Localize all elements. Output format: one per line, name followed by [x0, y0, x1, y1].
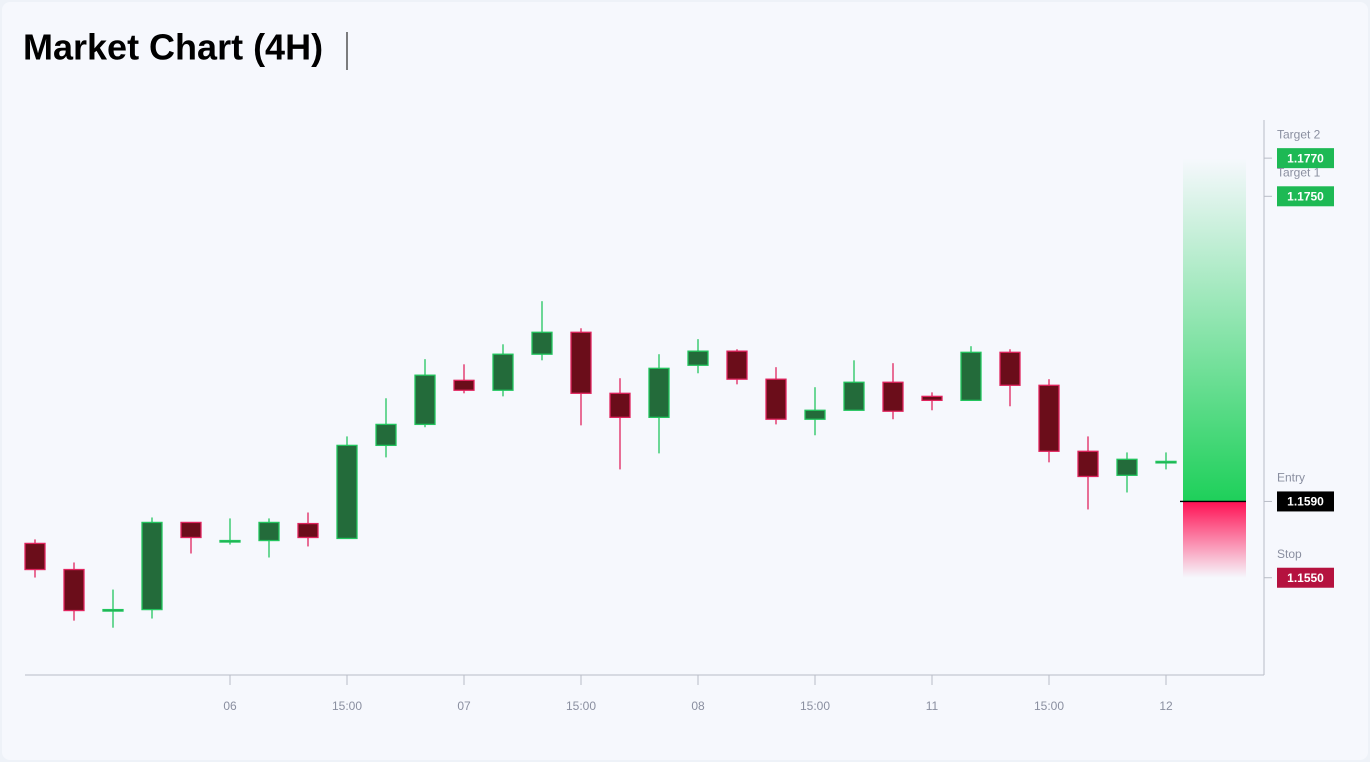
candle-body	[258, 521, 280, 542]
x-tick-label: 15:00	[566, 699, 596, 713]
x-tick-label: 12	[1159, 699, 1173, 713]
x-tick-label: 07	[457, 699, 471, 713]
level-badge	[1277, 567, 1334, 588]
candle-body	[24, 542, 46, 571]
level-value: 1.1550	[1287, 571, 1324, 585]
profit-zone	[1183, 158, 1246, 502]
candle-body	[765, 378, 787, 420]
candle-body	[609, 392, 631, 418]
candle-body	[1155, 460, 1177, 464]
chart-title: Market Chart (4H)	[23, 27, 323, 68]
candle-body	[570, 331, 592, 394]
candle-body	[999, 351, 1021, 386]
candle-body	[336, 444, 358, 540]
candle-body	[960, 351, 982, 402]
level-name: Target 1	[1277, 165, 1321, 179]
x-tick-label: 15:00	[800, 699, 830, 713]
level-name: Target 2	[1277, 127, 1321, 141]
level-badge	[1277, 186, 1334, 207]
candle-body	[414, 374, 436, 426]
candle-body	[492, 353, 514, 391]
x-tick-label: 06	[223, 699, 237, 713]
candle-body	[1077, 450, 1099, 478]
candle-body	[726, 350, 748, 380]
loss-zone	[1183, 501, 1246, 578]
candle-body	[453, 379, 475, 391]
level-value: 1.1770	[1287, 151, 1324, 165]
level-value: 1.1590	[1287, 495, 1324, 509]
candle-body	[921, 395, 943, 402]
x-tick-label: 11	[926, 699, 939, 713]
candle-body	[63, 568, 85, 612]
candle-body	[531, 331, 553, 355]
candle-body	[1038, 384, 1060, 452]
candle-body	[141, 521, 163, 611]
candle-body	[297, 522, 319, 539]
level-name: Entry	[1277, 471, 1305, 485]
x-tick-label: 08	[691, 699, 705, 713]
candle-body	[219, 539, 241, 543]
level-badge	[1277, 491, 1334, 512]
x-tick-label: 15:00	[332, 699, 362, 713]
level-badge	[1277, 148, 1334, 169]
candle-body	[804, 409, 826, 420]
level-name: Stop	[1277, 547, 1302, 561]
candle-body	[648, 367, 670, 418]
candle-body	[375, 423, 397, 447]
candle-body	[687, 350, 709, 366]
candle-body	[180, 521, 202, 539]
candle-body	[1116, 458, 1138, 476]
x-tick-label: 15:00	[1034, 699, 1064, 713]
candle-body	[882, 381, 904, 412]
candle-body	[102, 608, 124, 612]
level-value: 1.1750	[1287, 189, 1324, 203]
candle-body	[843, 381, 865, 411]
